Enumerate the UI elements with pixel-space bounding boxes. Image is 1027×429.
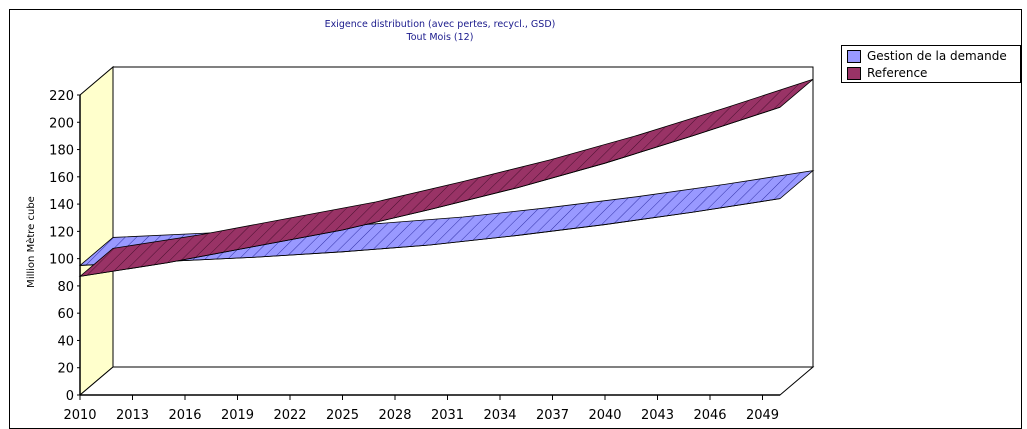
legend-label-gestion: Gestion de la demande <box>867 49 1007 63</box>
x-tick-label: 2016 <box>168 408 201 423</box>
y-tick-label: 0 <box>66 389 74 404</box>
legend-item-reference: Reference <box>847 65 927 81</box>
x-tick-label: 2031 <box>431 408 464 423</box>
chart-subtitle: Tout Mois (12) <box>406 32 474 43</box>
x-tick-label: 2040 <box>588 408 621 423</box>
y-tick-label: 20 <box>57 362 74 377</box>
chart-title: Exigence distribution (avec pertes, recy… <box>324 19 556 30</box>
x-tick-label: 2049 <box>746 408 779 423</box>
y-tick-label: 80 <box>57 280 74 295</box>
legend-swatch-gestion <box>847 49 861 63</box>
y-tick-label: 40 <box>57 334 74 349</box>
y-tick-label: 180 <box>49 144 74 159</box>
left-wall <box>79 65 114 397</box>
y-tick-label: 120 <box>49 225 74 240</box>
chart-title-block: Exigence distribution (avec pertes, recy… <box>80 18 800 44</box>
series-line-0 <box>79 198 781 266</box>
x-tick-label: 2046 <box>693 408 726 423</box>
x-tick-label: 2025 <box>326 408 359 423</box>
x-tick-label: 2013 <box>116 408 149 423</box>
x-tick-label: 2019 <box>221 408 254 423</box>
x-tick-label: 2034 <box>483 408 516 423</box>
y-tick-label: 220 <box>49 89 74 104</box>
legend-item-gestion: Gestion de la demande <box>847 48 1007 64</box>
series-line-1 <box>79 106 781 277</box>
x-tick-label: 2028 <box>378 408 411 423</box>
y-tick-label: 60 <box>57 307 74 322</box>
y-axis-label: Million Mètre cube <box>25 196 37 288</box>
x-tick-label: 2037 <box>536 408 569 423</box>
legend-label-reference: Reference <box>867 66 928 80</box>
y-tick-label: 140 <box>49 198 74 213</box>
y-tick-label: 200 <box>49 116 74 131</box>
x-tick-label: 2043 <box>641 408 674 423</box>
y-tick-label: 160 <box>49 171 74 186</box>
x-tick-label: 2022 <box>273 408 306 423</box>
x-tick-label: 2010 <box>63 408 96 423</box>
legend: Gestion de la demande Reference <box>841 45 1021 83</box>
y-tick-label: 100 <box>49 253 74 268</box>
legend-swatch-reference <box>847 66 861 80</box>
floor <box>78 366 815 396</box>
